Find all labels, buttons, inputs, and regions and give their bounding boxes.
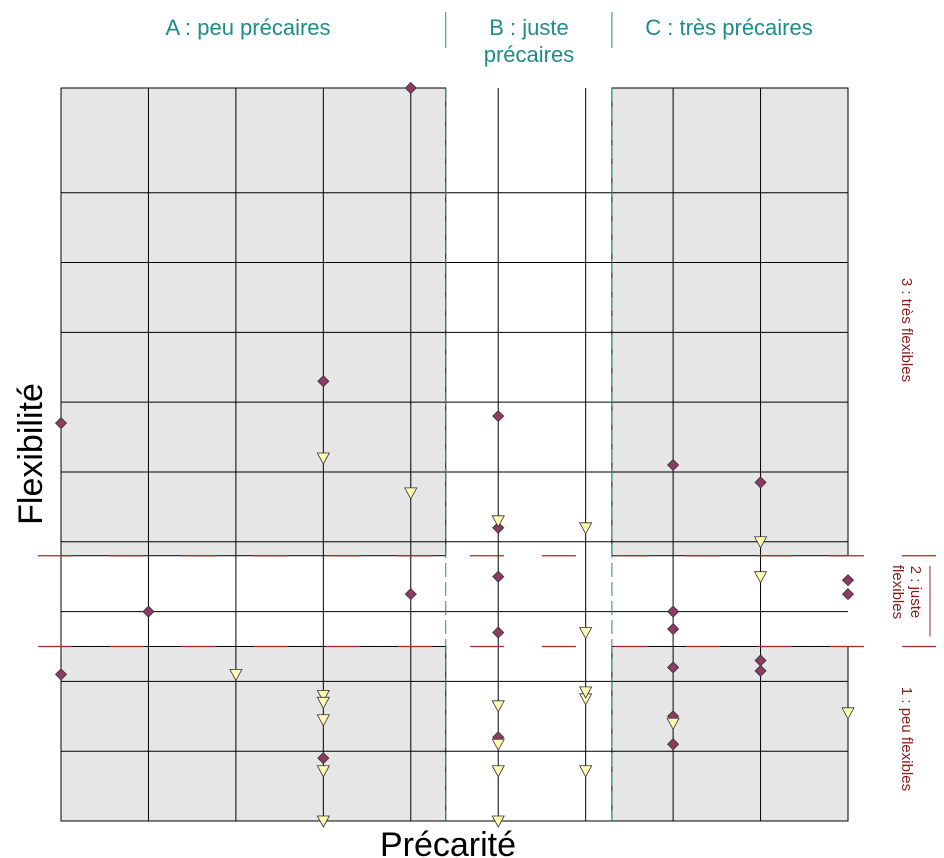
plot-frame xyxy=(60,88,848,822)
row-group-label-0: 3 : très flexibles xyxy=(898,278,915,382)
row-group-label-2: 1 : peu flexibles xyxy=(898,687,915,791)
triangle-point-1 xyxy=(404,487,418,500)
shaded-block-1 xyxy=(611,87,849,557)
diamond-point-8 xyxy=(841,574,855,587)
triangle-point-0 xyxy=(316,452,331,465)
x-axis-title: Précarité xyxy=(380,826,516,858)
diamond-point-15 xyxy=(54,668,68,681)
triangle-point-19 xyxy=(578,765,593,778)
column-group-label-0: A : peu précaires xyxy=(165,15,330,40)
diamond-point-12 xyxy=(667,605,680,618)
diamond-point-5 xyxy=(754,476,767,489)
diamond-point-3 xyxy=(492,410,505,423)
diamond-point-4 xyxy=(667,458,680,472)
diamond-point-20 xyxy=(667,738,680,751)
diamond-point-18 xyxy=(754,664,767,677)
triangle-point-14 xyxy=(841,707,855,720)
triangle-point-9 xyxy=(316,696,331,710)
triangle-point-12 xyxy=(578,686,593,699)
row-group-label-1: 2 : justeflexibles xyxy=(889,565,924,619)
triangle-point-3 xyxy=(578,522,593,535)
diamond-point-9 xyxy=(841,588,855,601)
triangle-point-18 xyxy=(491,765,505,778)
triangle-point-2 xyxy=(491,515,505,528)
diamond-point-1 xyxy=(317,375,330,388)
triangle-point-6 xyxy=(578,627,593,640)
data-points xyxy=(54,81,855,828)
diamond-point-14 xyxy=(492,626,505,639)
diamond-point-0 xyxy=(404,81,417,95)
shaded-block-0 xyxy=(60,87,447,557)
triangle-point-8 xyxy=(316,689,331,703)
group-labels: A : peu précaires B : juste précaires C : t… xyxy=(165,15,924,791)
diamond-point-10 xyxy=(404,588,417,601)
diamond-point-11 xyxy=(142,605,155,618)
diamond-point-6 xyxy=(492,521,505,534)
group-dividers xyxy=(38,12,944,821)
grid xyxy=(61,88,848,821)
triangle-point-21 xyxy=(491,815,505,828)
diamond-point-22 xyxy=(317,752,330,765)
diamond-point-16 xyxy=(667,661,680,674)
triangle-point-13 xyxy=(316,714,331,727)
shaded-block-2 xyxy=(60,645,447,822)
y-axis-title: Flexibilité xyxy=(12,383,50,525)
triangle-point-15 xyxy=(666,717,680,731)
column-group-label-2: C : très précaires xyxy=(645,15,813,40)
diamond-point-7 xyxy=(492,570,505,583)
triangle-point-4 xyxy=(753,536,768,549)
triangle-point-7 xyxy=(229,669,243,682)
shaded-blocks xyxy=(60,87,849,822)
triangle-point-16 xyxy=(491,738,505,752)
diamond-point-13 xyxy=(667,622,680,636)
triangle-point-5 xyxy=(753,571,768,584)
triangle-point-17 xyxy=(316,765,331,778)
shaded-block-3 xyxy=(611,645,849,822)
column-group-label-1: B : juste précaires xyxy=(484,15,574,67)
diamond-point-2 xyxy=(54,417,68,430)
triangle-point-20 xyxy=(316,815,331,828)
triangle-point-10 xyxy=(491,700,505,713)
